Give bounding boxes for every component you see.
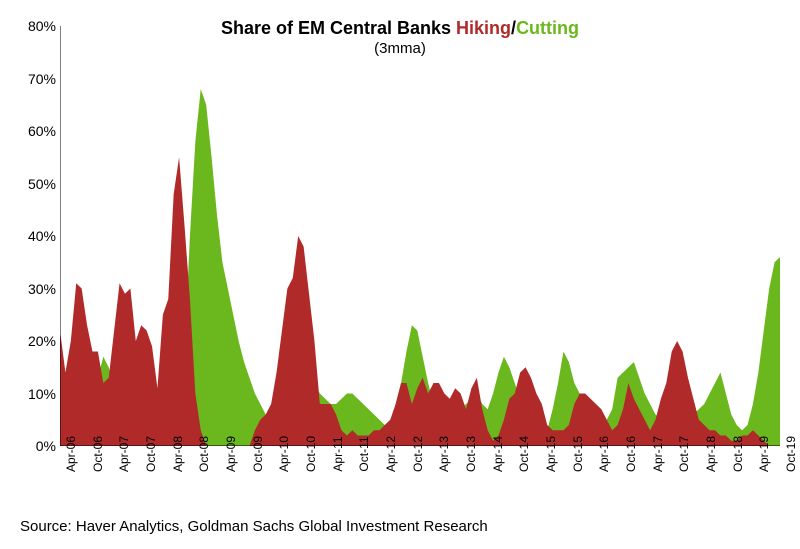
y-tick-label: 70%: [6, 71, 56, 87]
y-tick-label: 10%: [6, 386, 56, 402]
x-tick-label: Apr-10: [277, 436, 291, 472]
chart-container: Share of EM Central Banks Hiking/Cutting…: [0, 0, 800, 549]
x-tick-label: Oct-10: [304, 436, 318, 472]
x-tick-label: Apr-17: [651, 436, 665, 472]
x-tick-label: Apr-14: [491, 436, 505, 472]
y-tick-label: 20%: [6, 333, 56, 349]
x-tick-label: Apr-12: [384, 436, 398, 472]
x-tick-label: Oct-08: [197, 436, 211, 472]
x-tick-label: Oct-06: [91, 436, 105, 472]
x-tick-label: Oct-11: [357, 436, 371, 471]
x-tick-label: Oct-07: [144, 436, 158, 472]
chart-source: Source: Haver Analytics, Goldman Sachs G…: [20, 518, 488, 535]
x-tick-label: Oct-15: [571, 436, 585, 472]
x-tick-label: Oct-17: [677, 436, 691, 472]
x-tick-label: Apr-18: [704, 436, 718, 472]
y-tick-label: 0%: [6, 438, 56, 454]
y-tick-label: 50%: [6, 176, 56, 192]
x-tick-label: Oct-13: [464, 436, 478, 472]
x-tick-label: Oct-09: [251, 436, 265, 472]
x-tick-label: Apr-08: [171, 436, 185, 472]
x-tick-label: Apr-07: [117, 436, 131, 472]
area-hiking: [60, 157, 780, 446]
x-tick-label: Apr-16: [597, 436, 611, 472]
x-tick-label: Apr-15: [544, 436, 558, 472]
x-tick-label: Apr-09: [224, 436, 238, 472]
y-tick-label: 80%: [6, 18, 56, 34]
x-tick-label: Apr-11: [331, 436, 345, 471]
y-tick-label: 60%: [6, 123, 56, 139]
x-tick-label: Oct-19: [784, 436, 798, 472]
x-tick-label: Oct-18: [731, 436, 745, 472]
x-tick-label: Apr-13: [437, 436, 451, 472]
x-tick-label: Apr-19: [757, 436, 771, 472]
y-tick-label: 40%: [6, 228, 56, 244]
x-tick-label: Oct-14: [517, 436, 531, 472]
y-tick-label: 30%: [6, 281, 56, 297]
x-tick-label: Apr-06: [64, 436, 78, 472]
x-tick-label: Oct-16: [624, 436, 638, 472]
x-tick-label: Oct-12: [411, 436, 425, 472]
chart-plot: [60, 26, 780, 446]
